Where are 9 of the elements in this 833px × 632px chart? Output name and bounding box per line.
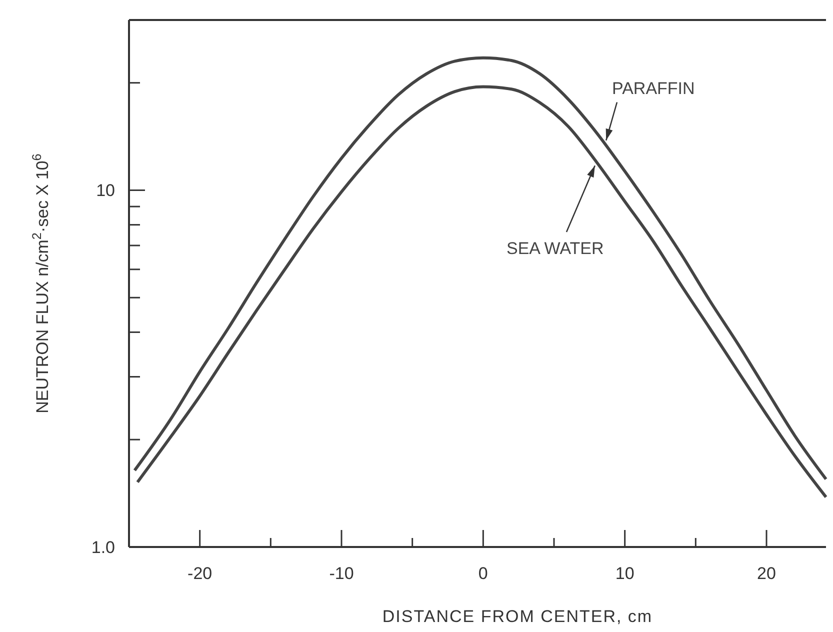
x-axis-title: DISTANCE FROM CENTER, cm xyxy=(382,607,653,626)
x-tick-label: 0 xyxy=(478,564,488,583)
x-tick-label: -20 xyxy=(188,564,212,583)
x-tick-label: -10 xyxy=(329,564,354,583)
x-tick-label: 20 xyxy=(757,564,776,583)
x-tick-label: 10 xyxy=(615,564,634,583)
series-label: PARAFFIN xyxy=(612,79,695,98)
text: SEA WATER xyxy=(506,238,604,258)
y-tick-label: 1.0 xyxy=(91,538,115,557)
